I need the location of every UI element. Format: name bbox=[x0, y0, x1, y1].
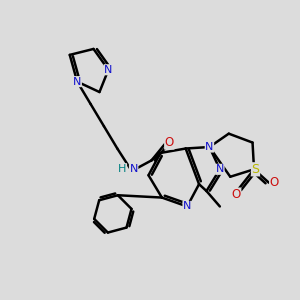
Text: O: O bbox=[270, 176, 279, 189]
Text: N: N bbox=[205, 142, 214, 152]
Text: N: N bbox=[104, 65, 112, 75]
Text: H: H bbox=[118, 164, 127, 174]
Text: N: N bbox=[73, 76, 81, 87]
Text: S: S bbox=[251, 163, 260, 176]
Text: N: N bbox=[216, 164, 224, 174]
Text: O: O bbox=[165, 136, 174, 149]
Text: N: N bbox=[130, 164, 138, 174]
Text: O: O bbox=[232, 188, 241, 201]
Text: N: N bbox=[183, 202, 191, 212]
